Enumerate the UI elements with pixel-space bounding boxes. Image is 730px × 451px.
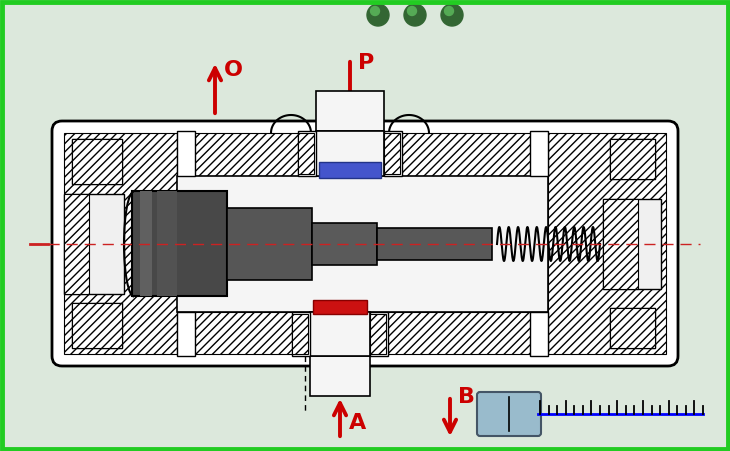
Bar xyxy=(298,131,316,176)
Bar xyxy=(316,131,384,176)
Bar xyxy=(319,162,381,178)
Bar xyxy=(292,312,310,356)
Bar xyxy=(610,308,655,348)
Bar xyxy=(177,312,310,354)
Circle shape xyxy=(445,6,453,15)
Bar xyxy=(132,191,227,296)
Circle shape xyxy=(407,6,417,15)
Text: A: A xyxy=(349,413,366,433)
Bar xyxy=(227,208,312,280)
FancyBboxPatch shape xyxy=(52,121,678,366)
Bar xyxy=(603,199,638,289)
Bar xyxy=(370,312,388,356)
Bar xyxy=(177,312,195,356)
FancyBboxPatch shape xyxy=(477,392,541,436)
Bar xyxy=(64,194,89,294)
Text: P: P xyxy=(358,53,374,73)
Bar xyxy=(312,223,377,265)
Bar xyxy=(548,133,666,354)
Bar xyxy=(292,314,308,354)
Circle shape xyxy=(441,4,463,26)
Bar xyxy=(603,199,661,289)
Bar xyxy=(370,314,386,354)
Bar xyxy=(64,194,124,294)
Bar xyxy=(64,133,179,354)
Bar xyxy=(610,139,655,179)
Bar xyxy=(140,191,152,296)
Circle shape xyxy=(367,4,389,26)
Bar xyxy=(610,308,655,348)
Circle shape xyxy=(371,6,380,15)
Bar xyxy=(610,139,655,179)
Bar xyxy=(72,139,122,184)
Bar xyxy=(384,133,548,176)
Bar xyxy=(313,300,367,314)
Text: B: B xyxy=(458,387,475,407)
Bar xyxy=(530,131,548,176)
Bar xyxy=(298,133,314,174)
Text: O: O xyxy=(224,60,243,80)
Bar xyxy=(310,312,370,356)
Bar xyxy=(177,133,316,176)
Bar xyxy=(177,176,548,312)
Bar xyxy=(310,356,370,396)
Bar xyxy=(72,303,122,348)
Bar xyxy=(530,312,548,356)
Bar xyxy=(72,139,122,184)
Bar xyxy=(370,312,548,354)
Circle shape xyxy=(404,4,426,26)
Bar xyxy=(384,131,402,176)
Bar xyxy=(72,303,122,348)
Bar xyxy=(384,133,400,174)
Bar xyxy=(316,91,384,131)
Bar xyxy=(157,191,177,296)
Bar xyxy=(377,228,492,260)
Bar xyxy=(177,131,195,176)
